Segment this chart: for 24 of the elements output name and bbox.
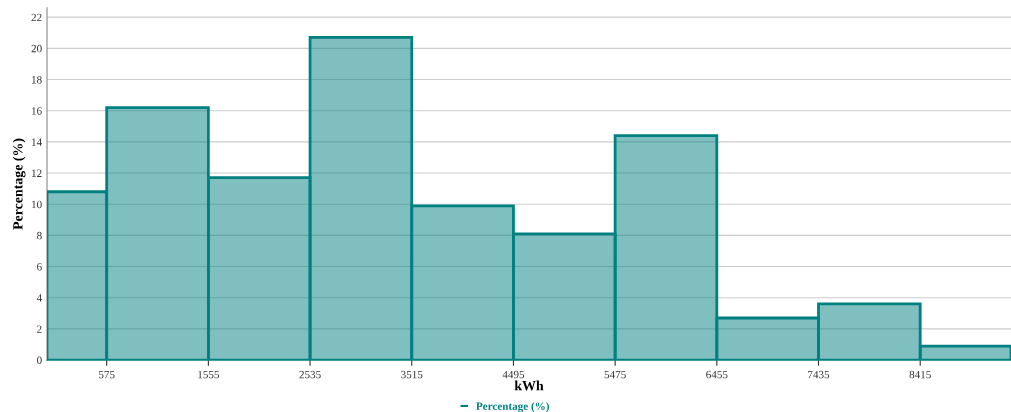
x-tick-label: 1555 bbox=[198, 370, 220, 379]
x-tick-label: 3515 bbox=[401, 370, 423, 379]
x-tick-label: 2535 bbox=[299, 370, 321, 379]
y-tick-label: 12 bbox=[32, 169, 42, 177]
y-tick-label: 0 bbox=[37, 356, 42, 365]
y-tick-label: 14 bbox=[32, 138, 42, 146]
y-tick-label: 18 bbox=[32, 75, 42, 84]
y-tick-label: 20 bbox=[31, 44, 42, 53]
y-tick-label: 10 bbox=[32, 200, 42, 209]
y-tick-label: 22 bbox=[31, 13, 42, 22]
y-tick-label: 4 bbox=[36, 294, 42, 302]
y-tick-label: 16 bbox=[32, 107, 42, 115]
y-axis-title: Percentage (%) bbox=[12, 138, 26, 230]
y-tick-label: 6 bbox=[37, 263, 42, 271]
y-tick-label: 2 bbox=[37, 325, 42, 333]
legend-label: Percentage (%) bbox=[476, 402, 549, 412]
x-tick-label: 5475 bbox=[604, 370, 626, 379]
x-tick-label: 8415 bbox=[909, 370, 931, 379]
y-tick-label: 8 bbox=[37, 231, 42, 240]
x-tick-label: 7435 bbox=[808, 370, 830, 379]
x-tick-label: 575 bbox=[98, 370, 115, 379]
x-tick-label: 4495 bbox=[502, 370, 525, 379]
x-tick-label: 6455 bbox=[706, 370, 728, 379]
x-axis-title: kWh bbox=[514, 380, 544, 391]
